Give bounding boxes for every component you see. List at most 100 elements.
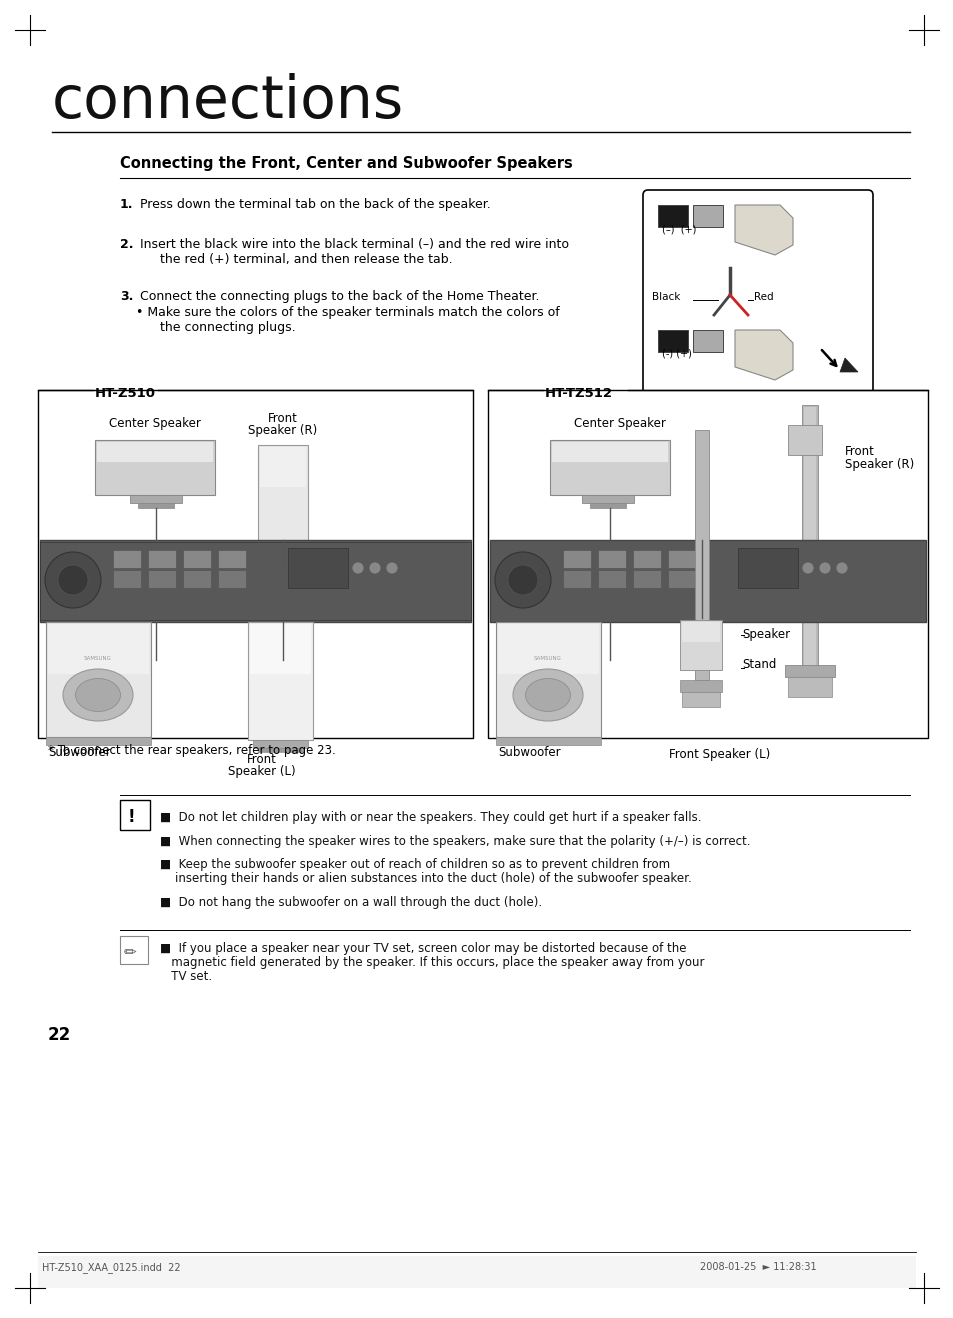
Bar — [288, 548, 348, 588]
Bar — [112, 550, 141, 568]
Bar — [120, 936, 148, 963]
Bar — [658, 206, 687, 227]
Bar — [633, 550, 660, 568]
Text: ■  Do not let children play with or near the speakers. They could get hurt if a : ■ Do not let children play with or near … — [160, 811, 700, 824]
Text: SAMSUNG: SAMSUNG — [534, 656, 561, 662]
Bar — [692, 206, 722, 227]
Bar — [268, 563, 297, 568]
Text: TV set.: TV set. — [160, 970, 212, 983]
Text: the connecting plugs.: the connecting plugs. — [148, 322, 295, 333]
Bar — [112, 569, 141, 588]
Text: Stand: Stand — [741, 658, 776, 671]
Circle shape — [835, 561, 847, 575]
Ellipse shape — [63, 670, 132, 721]
Text: Center Speaker: Center Speaker — [574, 416, 665, 430]
Text: 1.: 1. — [120, 198, 133, 211]
Bar — [667, 569, 696, 588]
Text: Front Speaker (L): Front Speaker (L) — [669, 749, 770, 760]
Bar — [40, 540, 471, 622]
Text: Speaker (L): Speaker (L) — [228, 764, 295, 778]
Bar — [598, 569, 625, 588]
Bar — [681, 622, 720, 642]
Bar — [218, 569, 246, 588]
Text: ✏: ✏ — [124, 945, 136, 960]
Bar — [633, 569, 660, 588]
Circle shape — [58, 565, 88, 594]
Bar — [40, 542, 471, 619]
Text: Black: Black — [651, 293, 679, 302]
Circle shape — [801, 561, 813, 575]
Text: Front: Front — [268, 413, 297, 424]
Bar — [263, 555, 303, 563]
Circle shape — [495, 552, 551, 608]
Text: HT-Z510: HT-Z510 — [95, 387, 156, 399]
Bar — [148, 569, 175, 588]
Bar — [562, 550, 590, 568]
Text: inserting their hands or alien substances into the duct (hole) of the subwoofer : inserting their hands or alien substance… — [160, 873, 691, 884]
Bar — [695, 430, 708, 680]
Bar — [784, 666, 834, 677]
Circle shape — [352, 561, 364, 575]
Circle shape — [818, 561, 830, 575]
Bar — [260, 447, 306, 486]
Ellipse shape — [525, 679, 570, 712]
Text: Center Speaker: Center Speaker — [109, 416, 201, 430]
Text: Speaker: Speaker — [741, 627, 789, 641]
Ellipse shape — [75, 679, 120, 712]
Text: Connecting the Front, Center and Subwoofer Speakers: Connecting the Front, Center and Subwoof… — [120, 156, 572, 171]
Bar — [183, 550, 211, 568]
Text: ■  When connecting the speaker wires to the speakers, make sure that the polarit: ■ When connecting the speaker wires to t… — [160, 836, 750, 847]
Text: HT-Z510_XAA_0125.indd  22: HT-Z510_XAA_0125.indd 22 — [42, 1263, 180, 1273]
Bar — [248, 622, 313, 739]
Bar — [787, 677, 831, 697]
Bar — [130, 496, 182, 503]
FancyBboxPatch shape — [642, 190, 872, 395]
Text: Speaker (R): Speaker (R) — [248, 424, 317, 438]
Bar — [46, 622, 151, 737]
Bar — [581, 496, 634, 503]
Bar — [681, 692, 720, 706]
Text: connections: connections — [52, 72, 404, 130]
Text: 22: 22 — [48, 1025, 71, 1044]
Bar — [38, 1256, 915, 1288]
Bar — [679, 619, 721, 670]
Bar — [38, 390, 473, 738]
Bar — [679, 680, 721, 692]
Text: the red (+) terminal, and then release the tab.: the red (+) terminal, and then release t… — [148, 253, 452, 266]
Polygon shape — [840, 358, 857, 372]
Bar — [120, 800, 150, 830]
Bar — [692, 330, 722, 352]
Text: Speaker (R): Speaker (R) — [844, 457, 913, 471]
Text: 2.: 2. — [120, 239, 133, 250]
Text: 3.: 3. — [120, 290, 133, 303]
Bar — [490, 540, 925, 622]
Text: Subwoofer: Subwoofer — [497, 746, 560, 759]
Text: Subwoofer: Subwoofer — [48, 746, 111, 759]
Bar — [48, 623, 149, 673]
Text: * To connect the rear speakers, refer to page 23.: * To connect the rear speakers, refer to… — [48, 743, 335, 757]
Bar — [488, 390, 927, 738]
Circle shape — [369, 561, 380, 575]
Text: ■  Do not hang the subwoofer on a wall through the duct (hole).: ■ Do not hang the subwoofer on a wall th… — [160, 896, 541, 909]
Text: • Make sure the colors of the speaker terminals match the colors of: • Make sure the colors of the speaker te… — [136, 306, 559, 319]
Text: HT-TZ512: HT-TZ512 — [544, 387, 613, 399]
Text: Front: Front — [247, 753, 276, 766]
Text: (-) (+): (-) (+) — [661, 349, 691, 358]
Bar — [138, 503, 173, 507]
Ellipse shape — [513, 670, 582, 721]
Bar — [183, 569, 211, 588]
Bar — [803, 407, 815, 675]
Circle shape — [45, 552, 101, 608]
Bar — [667, 550, 696, 568]
Circle shape — [386, 561, 397, 575]
Bar — [257, 445, 308, 555]
Bar — [598, 550, 625, 568]
Bar — [218, 550, 246, 568]
Text: ■  Keep the subwoofer speaker out of reach of children so as to prevent children: ■ Keep the subwoofer speaker out of reac… — [160, 858, 669, 871]
Text: magnetic field generated by the speaker. If this occurs, place the speaker away : magnetic field generated by the speaker.… — [160, 956, 703, 969]
Text: Connect the connecting plugs to the back of the Home Theater.: Connect the connecting plugs to the back… — [136, 290, 539, 303]
Bar — [562, 569, 590, 588]
Bar — [589, 503, 625, 507]
Bar — [257, 749, 303, 753]
Polygon shape — [734, 206, 792, 254]
